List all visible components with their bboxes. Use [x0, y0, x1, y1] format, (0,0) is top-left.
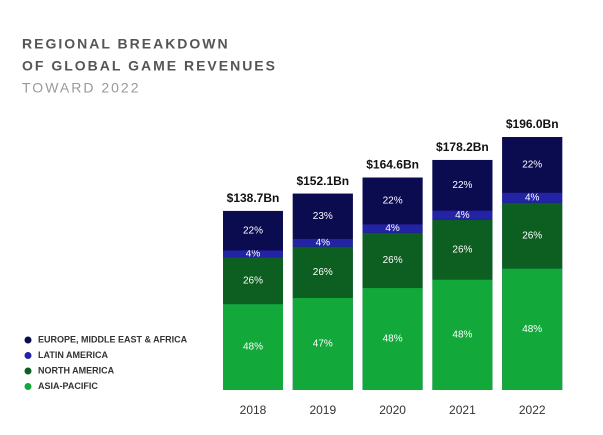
value-label: 4% [455, 210, 470, 221]
bar-segment [432, 159, 493, 211]
bar-segment [362, 177, 423, 225]
bar-segment [292, 297, 353, 390]
chart-title: REGIONAL BREAKDOWN [22, 36, 230, 52]
legend-label: NORTH AMERICA [38, 365, 115, 375]
bar-segment [502, 268, 563, 390]
bar-segment [362, 288, 423, 390]
bar-segment [223, 257, 283, 305]
bar-segment [502, 137, 563, 193]
chart-subtitle: TOWARD 2022 [22, 80, 140, 96]
value-label: 4% [525, 192, 540, 203]
value-label: 48% [243, 342, 263, 353]
x-tick-label: 2019 [309, 403, 336, 417]
value-label: 22% [383, 196, 403, 207]
bar-segment [292, 238, 353, 247]
legend-marker [24, 352, 32, 359]
legend-label: LATIN AMERICA [38, 350, 108, 360]
bar-segment [223, 210, 283, 251]
bar-segment [223, 304, 283, 390]
bar-segment [362, 232, 423, 289]
x-tick-label: 2018 [240, 403, 267, 417]
bar-segment [432, 219, 493, 280]
legend-marker [24, 367, 32, 375]
legend-label: ASIA-PACIFIC [38, 381, 98, 391]
legend-label: EUROPE, MIDDLE EAST & AFRICA [38, 334, 188, 344]
bar-segment [432, 210, 493, 220]
value-label: 4% [246, 249, 261, 260]
bar-segment [223, 250, 283, 258]
x-tick-label: 2021 [449, 403, 476, 417]
value-label: 26% [313, 267, 333, 278]
bar-segment [292, 246, 353, 298]
value-label: 22% [452, 180, 472, 191]
value-label: 4% [316, 237, 331, 248]
value-label: 48% [452, 329, 472, 340]
value-label: 26% [383, 255, 403, 266]
value-label: 22% [243, 225, 263, 236]
total-label: $178.2Bn [436, 140, 489, 154]
bar-segment [502, 192, 563, 203]
value-label: 22% [522, 159, 542, 170]
total-label: $164.6Bn [366, 158, 419, 172]
bar-segment [502, 202, 563, 269]
value-label: 26% [522, 230, 542, 241]
bar-segment [362, 224, 423, 233]
value-label: 26% [452, 244, 472, 255]
x-tick-label: 2022 [519, 403, 546, 417]
x-tick-label: 2020 [379, 403, 406, 417]
total-label: $152.1Bn [296, 174, 349, 188]
bar-segment [292, 193, 353, 239]
value-label: 48% [522, 324, 542, 335]
total-label: $138.7Bn [227, 191, 280, 205]
chart-title: OF GLOBAL GAME REVENUES [22, 58, 277, 74]
bar-segment [432, 279, 493, 390]
value-label: 26% [243, 275, 263, 286]
value-label: 47% [313, 339, 333, 350]
value-label: 48% [383, 334, 403, 345]
value-label: 4% [385, 223, 400, 234]
legend-marker [24, 383, 32, 390]
value-label: 23% [313, 211, 333, 222]
legend-marker [24, 336, 32, 344]
total-label: $196.0Bn [506, 117, 559, 131]
